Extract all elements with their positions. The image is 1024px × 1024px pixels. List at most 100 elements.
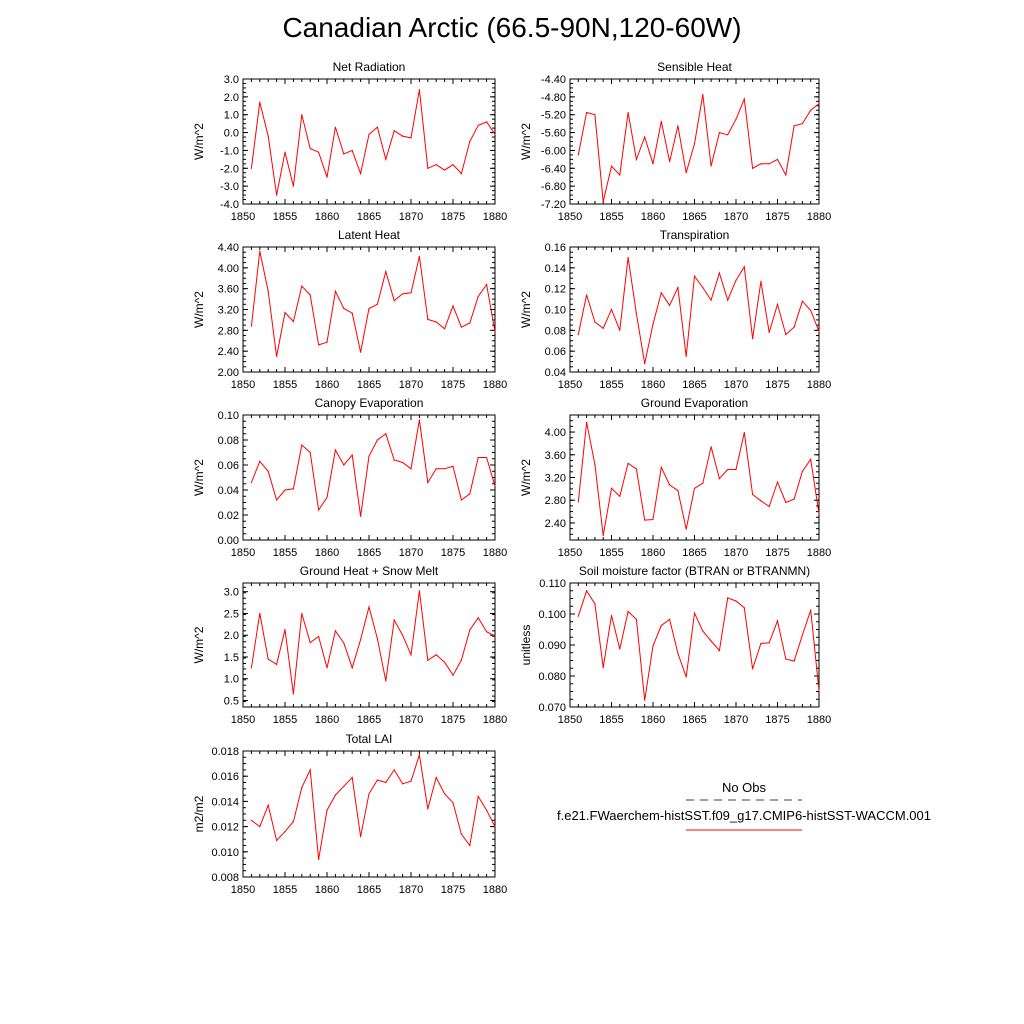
data-point	[267, 290, 269, 292]
data-point	[410, 780, 412, 782]
data-point	[677, 652, 679, 654]
data-point	[602, 201, 604, 203]
chart-title: Latent Heat	[338, 228, 401, 242]
data-point	[435, 164, 437, 166]
x-tick-label: 1870	[724, 211, 748, 223]
data-point	[635, 313, 638, 315]
data-point	[785, 501, 787, 504]
data-point	[685, 528, 687, 530]
chart-panel: 1850 1855 1860 1865 1870 1875 1880 4.40 4.00 3.60…	[192, 228, 507, 391]
data-point	[376, 638, 378, 640]
data-point	[793, 326, 795, 328]
y-axis-label: W/m^2	[519, 459, 533, 496]
data-point	[351, 454, 353, 456]
data-point	[586, 294, 588, 296]
data-point	[376, 779, 378, 781]
x-tick-label: 1855	[273, 714, 297, 726]
data-point	[318, 344, 320, 346]
data-point	[410, 654, 412, 656]
x-tick-label: 1875	[441, 714, 465, 726]
data-point	[627, 111, 629, 114]
data-point	[334, 290, 336, 292]
data-point	[435, 321, 437, 323]
data-point	[385, 270, 387, 273]
series-line	[577, 94, 820, 202]
data-point	[743, 266, 745, 268]
data-point	[343, 785, 345, 787]
data-point	[693, 275, 696, 277]
data-point	[818, 330, 820, 332]
x-tick-label: 1855	[599, 547, 623, 559]
x-tick-label: 1870	[724, 714, 748, 726]
x-tick-label: 1880	[807, 714, 831, 726]
data-point	[301, 114, 303, 116]
data-point	[393, 130, 395, 132]
x-tick-label: 1860	[641, 211, 665, 223]
data-point	[486, 283, 488, 286]
data-point	[301, 612, 303, 615]
y-tick-label: -4.80	[541, 92, 566, 104]
x-tick-label: 1865	[682, 211, 706, 223]
data-point	[669, 618, 671, 620]
data-point	[460, 499, 462, 501]
data-point	[309, 294, 311, 296]
x-tick-label: 1870	[399, 884, 423, 896]
x-tick-label: 1880	[483, 379, 507, 391]
data-point	[292, 320, 294, 323]
x-tick-label: 1850	[558, 547, 582, 559]
y-tick-label: 0.018	[211, 746, 239, 758]
y-tick-label: 0.100	[538, 609, 566, 621]
x-tick-label: 1870	[399, 379, 423, 391]
data-point	[586, 111, 588, 114]
data-point	[486, 809, 488, 811]
data-point	[602, 667, 604, 669]
plot-frame	[242, 78, 496, 205]
data-point	[418, 255, 420, 257]
data-point	[610, 165, 613, 167]
data-point	[586, 590, 588, 592]
data-point	[776, 158, 779, 160]
data-point	[418, 754, 420, 756]
data-point	[469, 493, 471, 495]
x-tick-label: 1860	[315, 211, 339, 223]
data-point	[334, 794, 336, 796]
y-tick-label: 0.10	[218, 410, 239, 422]
data-point	[586, 421, 588, 423]
data-point	[685, 676, 687, 678]
y-tick-label: 0.080	[538, 671, 566, 683]
x-tick-label: 1875	[441, 884, 465, 896]
data-point	[727, 468, 729, 471]
chart-panel: 1850 1855 1860 1865 1870 1875 1880 0.16 0.14 0.12…	[519, 228, 831, 391]
plot-frame	[569, 414, 820, 541]
x-tick-label: 1870	[724, 547, 748, 559]
data-point	[435, 468, 437, 470]
data-point	[360, 515, 362, 517]
x-tick-label: 1855	[599, 379, 623, 391]
x-tick-label: 1865	[682, 547, 706, 559]
data-point	[710, 299, 712, 301]
y-tick-label: 0.012	[211, 822, 239, 834]
data-point	[250, 819, 252, 821]
x-tick-label: 1860	[315, 884, 339, 896]
data-point	[776, 620, 779, 622]
data-point	[702, 482, 704, 484]
data-point	[677, 489, 679, 492]
x-tick-label: 1860	[315, 547, 339, 559]
data-point	[627, 256, 629, 259]
y-axis-label: W/m^2	[192, 123, 206, 160]
data-point	[693, 143, 696, 145]
y-tick-label: 2.5	[224, 608, 239, 620]
data-point	[644, 136, 646, 138]
y-tick-label: -5.60	[541, 128, 566, 140]
data-point	[343, 153, 345, 155]
x-tick-label: 1855	[273, 211, 297, 223]
data-point	[427, 481, 429, 484]
x-tick-label: 1880	[807, 379, 831, 391]
x-tick-label: 1880	[483, 714, 507, 726]
data-point	[452, 305, 454, 307]
y-tick-label: -2.0	[220, 163, 239, 175]
data-point	[267, 135, 269, 137]
data-point	[594, 321, 596, 323]
data-point	[752, 167, 754, 169]
y-tick-label: 2.0	[224, 92, 239, 104]
